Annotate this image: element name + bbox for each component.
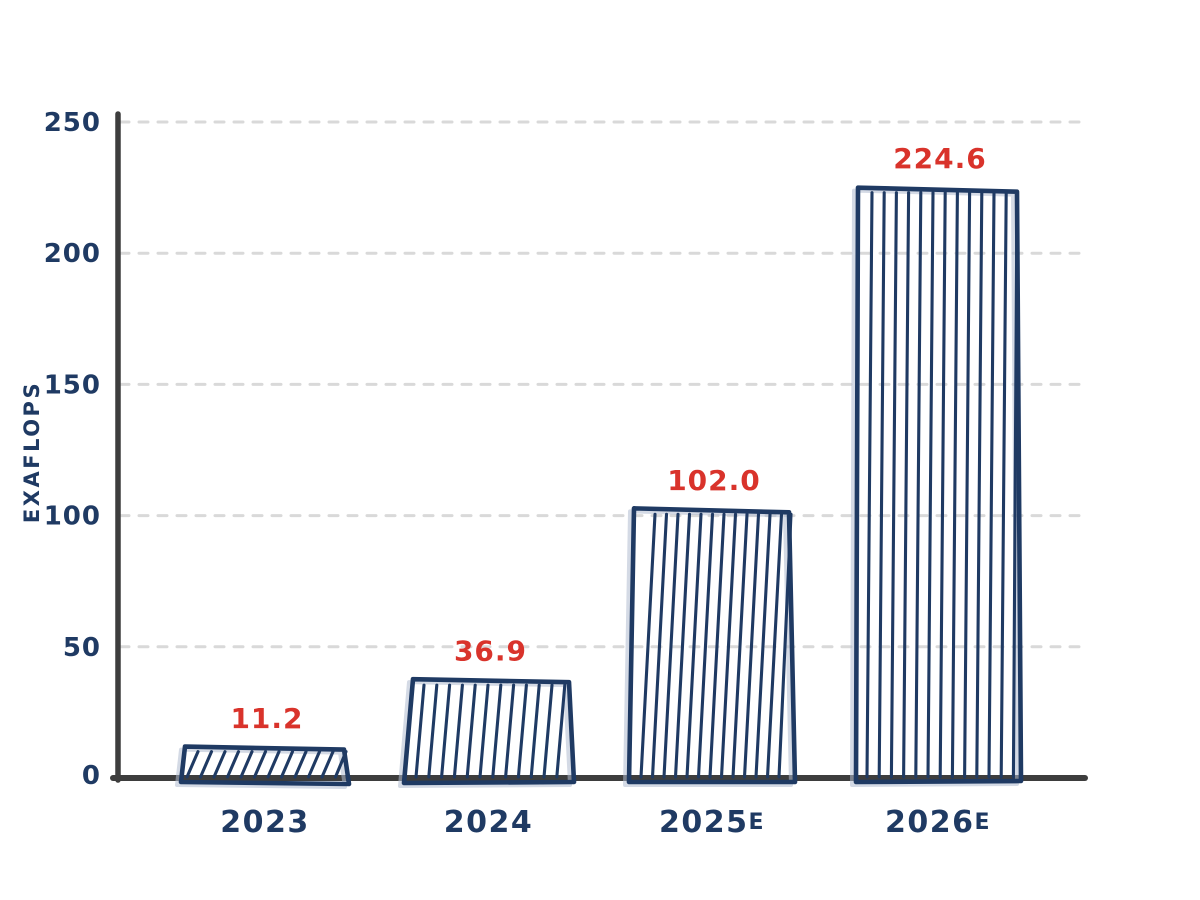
bar-outline	[626, 506, 798, 785]
bar-hatch-vertical	[414, 683, 567, 779]
x-tick-label-2023: 2023	[220, 805, 310, 840]
y-tick-label-200: 200	[44, 239, 101, 269]
y-tick-label-250: 250	[44, 108, 101, 138]
bar-shadow	[623, 509, 793, 787]
bar-group-2025E	[623, 506, 798, 787]
y-tick-label-100: 100	[44, 502, 101, 532]
bar-hatch-vertical	[639, 512, 793, 779]
bar-value-label-2023: 11.2	[230, 702, 303, 735]
bar-group-2026E	[850, 185, 1024, 787]
bar-group-2024	[398, 676, 577, 788]
x-tick-label-2025E: 2025E	[659, 805, 765, 840]
bar-value-label-2025E: 102.0	[667, 464, 761, 497]
y-tick-label-0: 0	[82, 761, 101, 791]
bar-outline	[853, 185, 1024, 785]
bar-outline	[178, 744, 352, 787]
x-tick-label-2026E: 2026E	[885, 805, 991, 840]
y-tick-label-150: 150	[44, 370, 101, 400]
bar-hatch-diagonal	[185, 750, 348, 779]
bar-value-label-2024: 36.9	[454, 635, 527, 668]
x-tick-label-2024: 2024	[444, 805, 534, 840]
bar-shadow	[850, 188, 1019, 787]
y-tick-label-50: 50	[63, 633, 101, 663]
bar-value-label-2026E: 224.6	[893, 142, 987, 175]
y-axis-title: EXAFLOPS	[20, 381, 44, 523]
bar-outline	[401, 676, 577, 786]
bar-hatch-vertical	[865, 191, 1019, 779]
bar-group-2023	[175, 744, 352, 789]
bar-shadow	[175, 747, 347, 789]
